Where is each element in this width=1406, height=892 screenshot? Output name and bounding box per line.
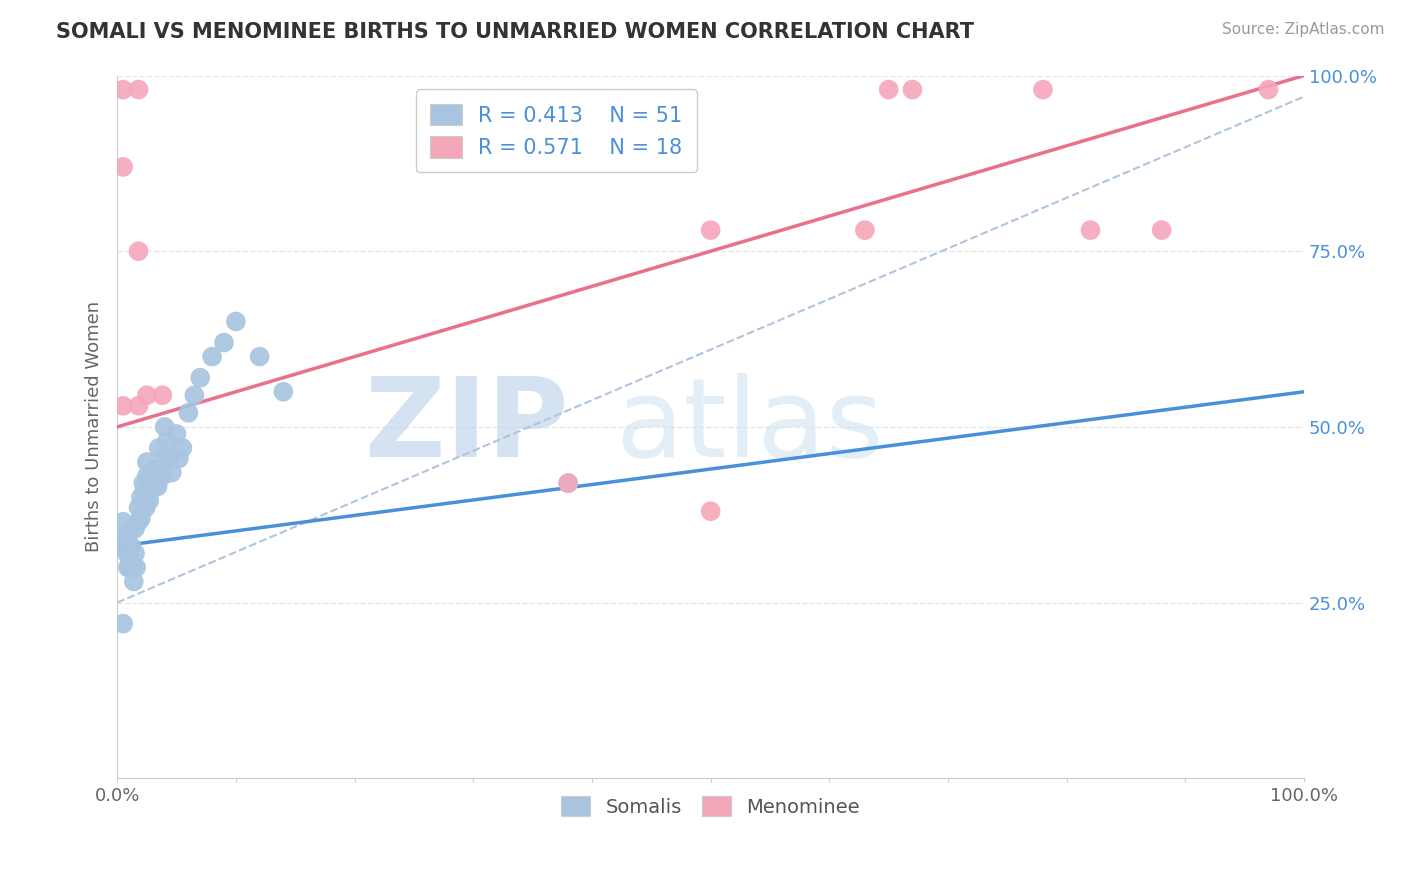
Point (177, 406, 200, 420)
Point (135, 469, 157, 483)
Point (118, 546, 141, 560)
Point (129, 511, 152, 525)
Point (135, 455, 157, 469)
Point (121, 560, 143, 574)
Point (153, 420, 176, 434)
Point (877, 82, 900, 96)
Point (145, 462, 167, 476)
Point (124, 522, 146, 536)
Point (124, 546, 146, 560)
Point (114, 540, 136, 554)
Point (135, 500, 157, 515)
Point (212, 335, 235, 350)
Point (557, 476, 579, 491)
Point (249, 350, 271, 364)
Point (901, 82, 924, 96)
Point (150, 469, 173, 483)
Point (166, 426, 188, 441)
Point (112, 540, 135, 554)
Point (148, 441, 170, 455)
Point (1032, 82, 1054, 96)
Point (115, 546, 138, 560)
Point (129, 490, 152, 504)
Point (225, 314, 247, 328)
Point (128, 500, 150, 515)
Point (156, 434, 179, 448)
Point (139, 483, 162, 497)
Point (183, 388, 205, 402)
Y-axis label: Births to Unmarried Women: Births to Unmarried Women (86, 301, 103, 552)
Point (201, 350, 224, 364)
Legend: Somalis, Menominee: Somalis, Menominee (554, 789, 868, 825)
Point (112, 160, 135, 174)
Point (157, 451, 180, 466)
Point (699, 223, 721, 237)
Point (112, 529, 135, 543)
Point (146, 480, 169, 494)
Point (132, 476, 155, 491)
Point (143, 476, 166, 491)
Point (122, 574, 145, 589)
Text: Source: ZipAtlas.com: Source: ZipAtlas.com (1222, 22, 1385, 37)
Point (1150, 223, 1173, 237)
Point (117, 560, 139, 574)
Point (128, 82, 150, 96)
Point (112, 616, 135, 631)
Point (167, 451, 190, 466)
Point (138, 493, 160, 508)
Point (112, 82, 135, 96)
Point (1080, 223, 1102, 237)
Point (112, 399, 135, 413)
Point (1257, 82, 1279, 96)
Point (160, 466, 183, 480)
Point (172, 441, 194, 455)
Point (112, 515, 135, 529)
Point (135, 388, 157, 402)
Point (273, 384, 295, 399)
Point (699, 504, 721, 518)
Point (150, 388, 173, 402)
Point (142, 476, 165, 491)
Point (188, 370, 211, 384)
Point (557, 476, 579, 491)
Text: ZIP: ZIP (364, 374, 568, 481)
Text: SOMALI VS MENOMINEE BIRTHS TO UNMARRIED WOMEN CORRELATION CHART: SOMALI VS MENOMINEE BIRTHS TO UNMARRIED … (56, 22, 974, 42)
Point (120, 540, 142, 554)
Text: atlas: atlas (616, 374, 884, 481)
Point (153, 448, 176, 462)
Point (853, 223, 876, 237)
Point (134, 483, 156, 497)
Point (125, 560, 148, 574)
Point (118, 560, 141, 574)
Point (142, 466, 165, 480)
Point (128, 515, 150, 529)
Point (128, 244, 150, 259)
Point (128, 399, 150, 413)
Point (118, 525, 141, 540)
